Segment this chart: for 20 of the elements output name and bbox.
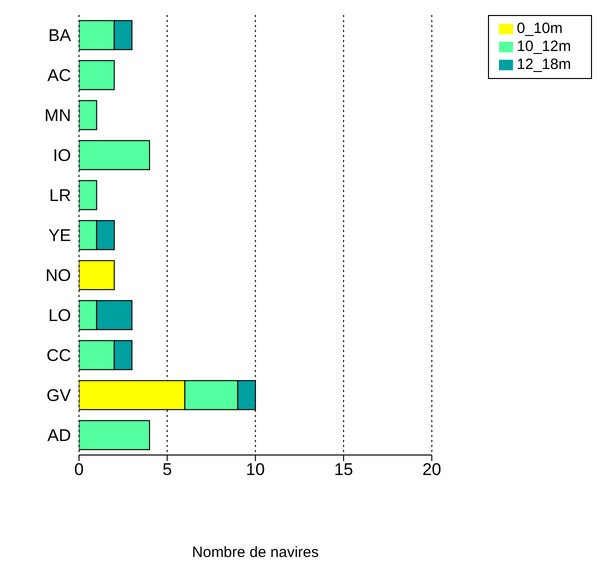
y-tick-label: MN <box>44 106 71 126</box>
y-tick-label: GV <box>46 386 72 406</box>
legend-label: 10_12m <box>516 38 571 55</box>
y-tick-label: YE <box>48 226 71 246</box>
y-tick-label: NO <box>46 266 71 286</box>
x-tick-label: 20 <box>422 460 442 480</box>
x-tick-label: 10 <box>246 460 265 480</box>
x-tick-label: 0 <box>74 460 84 480</box>
x-tick-label: 15 <box>334 460 354 480</box>
y-tick-label: BA <box>48 26 72 46</box>
y-tick-label: AD <box>47 426 71 446</box>
y-tick-label: IO <box>53 146 71 166</box>
x-axis-title: Nombre de navires <box>192 544 319 561</box>
y-tick-label: AC <box>47 66 71 86</box>
legend-label: 12_18m <box>516 56 571 73</box>
x-tick-label: 5 <box>162 460 172 480</box>
y-tick-label: LR <box>49 186 71 206</box>
y-tick-label: LO <box>48 306 71 326</box>
y-tick-label: CC <box>46 346 71 366</box>
legend-label: 0_10m <box>516 20 563 37</box>
